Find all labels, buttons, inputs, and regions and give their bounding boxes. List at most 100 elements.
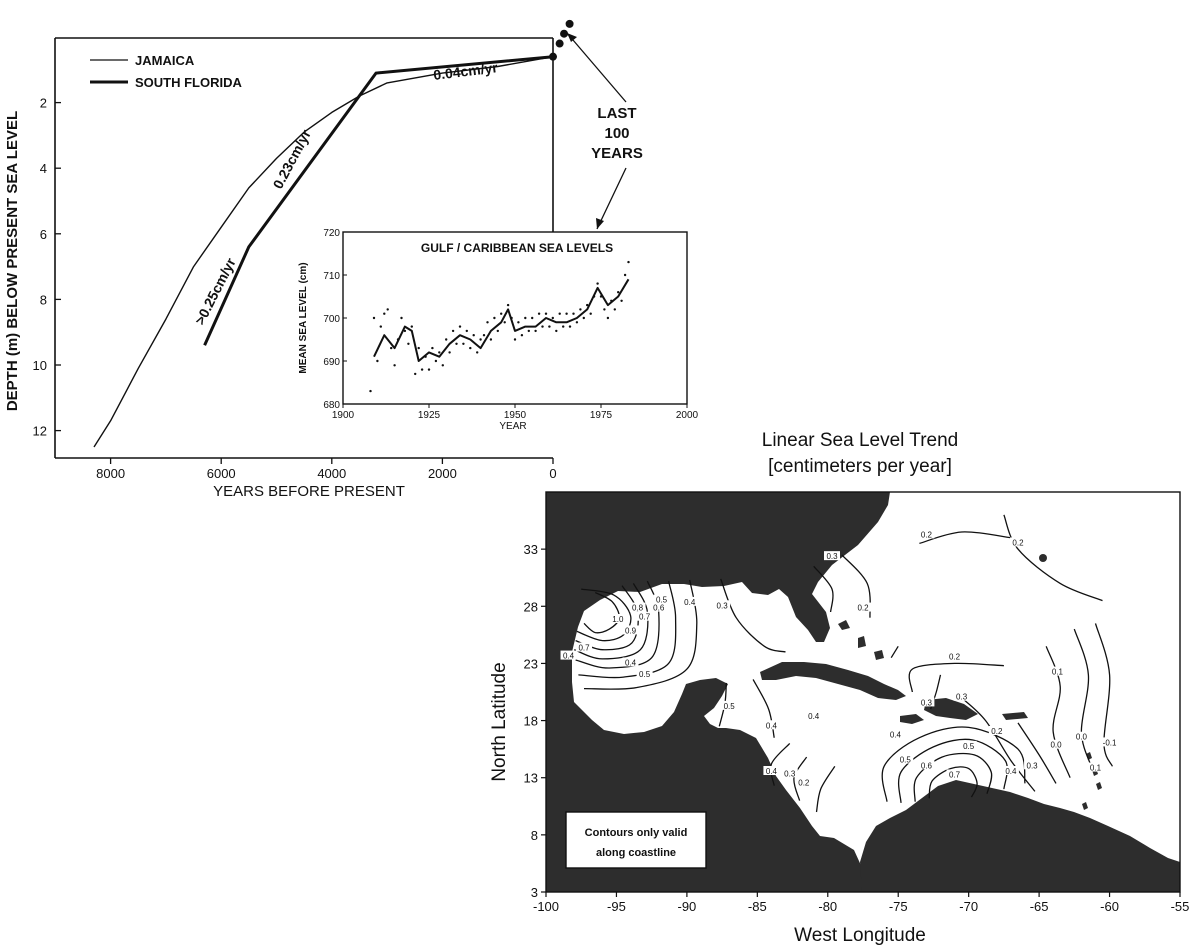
holocene-y-tick-label: 8 — [40, 292, 47, 307]
last-100-years-callout: LAST 100 YEARS — [566, 32, 643, 230]
contour-label-mask — [609, 614, 626, 623]
inset-observation-point — [372, 316, 376, 320]
inset-observation-point — [506, 303, 510, 307]
inset-observation-point — [555, 329, 558, 333]
note-box-frame — [565, 811, 707, 869]
map-title: Linear Sea Level Trend — [762, 430, 958, 451]
inset-observation-point — [572, 312, 575, 315]
contour-labels-group: 1.00.90.80.70.60.70.40.40.50.5 0.4 0.30.50… — [560, 529, 1118, 787]
land-north-america — [546, 492, 890, 892]
inset-x-ticks: 1900 1925 1950 1975 2000 — [332, 404, 699, 421]
inset-observation-point — [544, 312, 548, 315]
contour-line-0-7 — [928, 766, 978, 799]
land-jamaica — [900, 714, 924, 724]
contour-label-mask — [1101, 737, 1118, 747]
contour-line-0-6 — [913, 752, 993, 802]
inset-x-tick-label: 1950 — [504, 410, 527, 421]
land-hispaniola — [924, 698, 978, 720]
contour-label-mask — [1002, 766, 1019, 775]
contour-label-mask — [721, 700, 738, 710]
contour-label: 0.5 — [639, 670, 651, 679]
land-puerto-rico — [1002, 712, 1028, 720]
holocene-y-axis-label: DEPTH (m) BELOW PRESENT SEA LEVEL — [4, 111, 21, 411]
inset-y-tick-label: 690 — [323, 357, 340, 368]
map-x-tick-label: -75 — [889, 899, 908, 914]
inset-y-tick-label: 700 — [323, 314, 340, 325]
map-land — [546, 492, 1180, 892]
present-day-dot — [560, 29, 569, 38]
inset-observation-point — [427, 368, 431, 371]
inset-y-tick-label: 710 — [323, 271, 340, 282]
inset-observation-point — [458, 325, 462, 328]
contour-line-0-2 — [1003, 514, 1103, 602]
contour-label: 0.2 — [949, 653, 961, 662]
map-x-tick-label: -70 — [959, 899, 978, 914]
present-day-dots — [549, 19, 574, 61]
holocene-y-tick-label: 6 — [40, 227, 47, 242]
contour-label: 0.2 — [921, 530, 933, 539]
contour-label: 0.0 — [1050, 741, 1062, 750]
contour-label: 0.6 — [653, 604, 665, 613]
map-x-tick-label: -90 — [677, 899, 696, 914]
holocene-x-tick-label: 2000 — [428, 466, 457, 481]
contour-label: 0.4 — [1005, 767, 1017, 776]
contour-line-0-2 — [908, 662, 1004, 693]
inset-observation-point — [500, 312, 503, 315]
contour-label: 0.7 — [639, 613, 651, 622]
contour-label: 0.2 — [857, 604, 869, 613]
inset-observation-point — [369, 389, 372, 393]
contour-label: 0.2 — [991, 727, 1003, 736]
contour-label-mask — [946, 651, 963, 661]
inset-observation-point — [599, 295, 603, 298]
inset-observation-point — [431, 346, 434, 350]
inset-observation-point — [527, 329, 530, 333]
inset-y-tick-label: 720 — [323, 228, 340, 239]
holocene-legend: JAMAICA SOUTH FLORIDA — [90, 53, 242, 90]
map-y-tick-label: 8 — [531, 828, 538, 843]
contour-label-mask — [636, 611, 653, 621]
callout-arrow-up — [566, 32, 627, 103]
contour-line-0-4 — [881, 726, 1026, 802]
map-frame — [545, 491, 1181, 893]
present-day-dot — [565, 19, 574, 28]
inset-observation-point — [400, 316, 403, 320]
inset-observation-point — [568, 325, 572, 328]
inset-observation-point — [386, 308, 389, 311]
contour-label: -0.1 — [1103, 738, 1117, 747]
inset-observation-point — [438, 351, 441, 354]
contour-label: 0.0 — [1076, 733, 1088, 742]
inset-observation-point — [407, 342, 410, 345]
contour-label-mask — [1087, 762, 1104, 772]
inset-observation-point — [465, 329, 468, 333]
map-y-tick-label: 23 — [524, 656, 538, 671]
map-y-tick-label: 3 — [531, 885, 538, 900]
contour-label-mask — [946, 769, 963, 779]
inset-observation-point — [441, 364, 444, 367]
inset-observation-point — [513, 338, 517, 341]
contour-label: 0.1 — [1090, 764, 1102, 773]
inset-observation-point — [548, 325, 551, 328]
inset-observation-point — [596, 282, 599, 285]
callout-line-2: 100 — [604, 125, 629, 142]
contour-label-mask — [1024, 760, 1041, 770]
contour-label-mask — [622, 625, 639, 635]
contour-line-1-0 — [583, 592, 620, 634]
map-y-tick-label: 13 — [524, 771, 538, 786]
inset-observation-point — [617, 291, 620, 294]
callout-line-3: YEARS — [591, 145, 643, 162]
contour-label: 0.4 — [684, 598, 696, 607]
map-y-ticks: 3 8 13 18 23 28 33 — [524, 542, 546, 900]
inset-observation-point — [603, 308, 606, 311]
map-x-tick-label: -95 — [607, 899, 626, 914]
holocene-plot-frame — [54, 37, 554, 459]
map-x-tick-label: -80 — [818, 899, 837, 914]
inset-observation-point — [472, 334, 475, 337]
contour-line-0-4 — [583, 579, 698, 690]
inset-observation-point — [486, 321, 489, 324]
inset-observation-point — [524, 316, 527, 320]
map-x-tick-label: -55 — [1171, 899, 1190, 914]
contour-line-0-3 — [1017, 722, 1057, 784]
contour-label: 1.0 — [612, 615, 624, 624]
inset-observation-point — [551, 316, 554, 320]
inset-observation-point — [376, 359, 379, 363]
